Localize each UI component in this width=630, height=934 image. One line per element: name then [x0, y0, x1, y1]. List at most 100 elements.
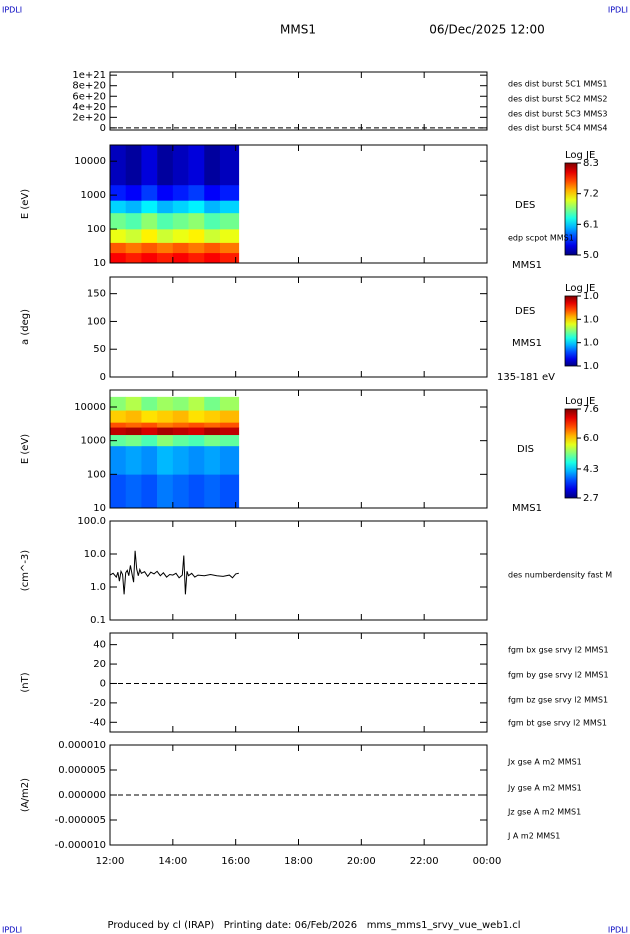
heatmap-cell [219, 427, 240, 436]
heatmap-cell [141, 200, 158, 214]
heatmap-cell [219, 445, 240, 475]
y-tick-label: 1.0 [90, 582, 106, 593]
heatmap-cell [141, 229, 158, 243]
legend-entry: des dist burst 5C2 MMS2 [508, 95, 607, 104]
y-tick-label: 10 [93, 503, 106, 514]
heatmap-cell [219, 422, 240, 428]
colorbar-tick-label: 4.3 [583, 464, 599, 475]
heatmap-cell [204, 445, 221, 475]
y-tick-label: 20 [93, 659, 106, 670]
colorbar-tick-label: 8.3 [583, 158, 599, 169]
y-axis-label: (nT) [20, 672, 31, 692]
heatmap-cell [157, 184, 174, 201]
heatmap-cell [188, 396, 205, 411]
heatmap-cell [157, 422, 174, 428]
legend-entry: Jz gse A m2 MMS1 [507, 808, 581, 817]
heatmap-cell [204, 184, 221, 201]
heatmap-cell [110, 229, 127, 243]
colorbar [564, 162, 578, 256]
heatmap-cell [188, 200, 205, 214]
heatmap-cell [141, 252, 158, 264]
heatmap-cell [157, 212, 174, 230]
heatmap-cell [172, 252, 189, 264]
heatmap-cell [110, 212, 127, 230]
heatmap-cell [172, 434, 189, 447]
heatmap-cell [141, 422, 158, 428]
heatmap-cell [110, 200, 127, 214]
y-tick-label: 50 [93, 344, 106, 355]
y-tick-label: 0 [100, 372, 106, 383]
panel: E (eV) 10 100 1000 10000 Log JE7.6 6.0 4.3 2.7 DI… [20, 389, 599, 514]
heatmap-cell [141, 434, 158, 447]
heatmap-cell [157, 410, 174, 423]
colorbar-tick-label: 7.2 [583, 189, 599, 200]
heatmap-cell [110, 474, 127, 509]
heatmap-cell [110, 252, 127, 264]
legend-entry: des dist burst 5C3 MMS3 [508, 110, 607, 119]
heatmap-cell [172, 212, 189, 230]
legend-entry: fgm by gse srvy l2 MMS1 [508, 671, 609, 680]
panel: (cm^-3) 0.1 1.0 10.0 100.0 des numberdensity … [20, 516, 612, 626]
heatmap-cell [141, 410, 158, 423]
heatmap-cell [110, 445, 127, 475]
heatmap-cell [172, 474, 189, 509]
colorbar-tick-label: 6.0 [583, 433, 599, 444]
colorbar [564, 295, 578, 367]
heatmap-cell [141, 212, 158, 230]
heatmap-cell [188, 427, 205, 436]
heatmap-cell [110, 242, 127, 254]
heatmap-cell [188, 422, 205, 428]
legend-entry: fgm bt gse srvy l2 MMS1 [508, 719, 607, 728]
y-tick-label: 100 [87, 316, 106, 327]
heatmap-cell [204, 410, 221, 423]
heatmap-cell [172, 200, 189, 214]
heatmap-cell [157, 242, 174, 254]
heatmap-cell [141, 474, 158, 509]
heatmap-cell [219, 242, 240, 254]
y-tick-label: 40 [93, 640, 106, 651]
y-tick-label: 6e+20 [72, 91, 106, 102]
y-tick-label: 0.000010 [58, 740, 106, 751]
heatmap-cell [172, 410, 189, 423]
y-tick-label: 1000 [81, 190, 106, 201]
y-tick-label: 0.000005 [58, 765, 106, 776]
y-tick-label: 4e+20 [72, 102, 106, 113]
legend-entry: fgm bx gse srvy l2 MMS1 [508, 646, 609, 655]
y-tick-label: -20 [90, 698, 106, 709]
heatmap-cell [188, 229, 205, 243]
heatmap-cell [141, 445, 158, 475]
y-tick-label: 100 [87, 224, 106, 235]
x-tick-label: 22:00 [410, 856, 439, 867]
heatmap-cell [204, 229, 221, 243]
colorbar-tick-label: 7.6 [583, 404, 599, 415]
colorbar-tick-label: 6.1 [583, 219, 599, 230]
heatmap-cell [125, 212, 142, 230]
panel: (A/m2) -0.000010 -0.000005 0.000000 0.000005… [20, 740, 582, 867]
heatmap-cell [141, 145, 158, 186]
colorbar-title: Log JE [565, 396, 595, 407]
heatmap-cell [125, 410, 142, 423]
x-tick-label: 14:00 [158, 856, 187, 867]
heatmap-cell [125, 242, 142, 254]
panel: E (eV) 10 100 1000 10000 Log JE8.3 7.2 6.1 5.0 DE… [20, 144, 599, 271]
heatmap-cell [219, 200, 240, 214]
heatmap-cell [125, 422, 142, 428]
heatmap-cell [125, 184, 142, 201]
colorbar-title: Log JE [565, 150, 595, 161]
y-tick-label: 10 [93, 258, 106, 269]
y-tick-label: 0.1 [90, 615, 106, 626]
y-tick-label: 10000 [74, 402, 106, 413]
heatmap-cell [110, 427, 127, 436]
heatmap-cell [157, 200, 174, 214]
y-tick-label: 0.000000 [58, 790, 106, 801]
colorbar-tick-label: 1.0 [583, 291, 599, 302]
heatmap-cell [125, 427, 142, 436]
heatmap-cell [204, 427, 221, 436]
legend-entry: des dist burst 5C1 MMS1 [508, 80, 607, 89]
heatmap-cell [125, 396, 142, 411]
legend-entry: Jy gse A m2 MMS1 [507, 784, 582, 793]
y-tick-label: 0 [100, 123, 106, 134]
heatmap-cell [157, 145, 174, 186]
